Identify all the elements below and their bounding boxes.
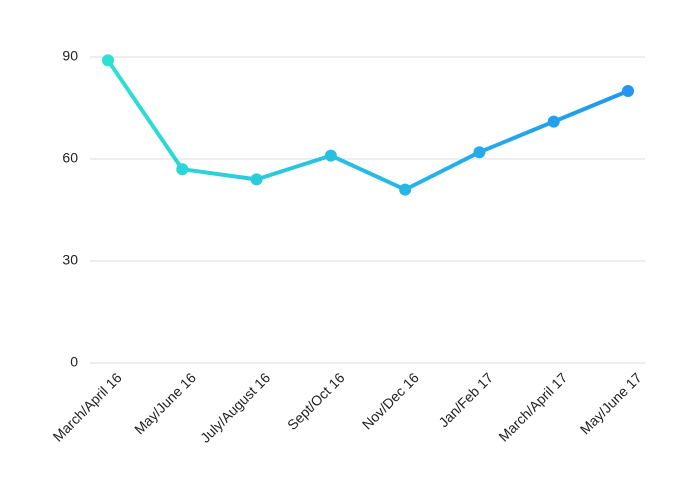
point — [250, 173, 263, 186]
point — [547, 115, 560, 128]
line — [106, 59, 629, 192]
y-tick-label: 90 — [62, 48, 78, 64]
x-tick-label: May/June 17 — [577, 369, 645, 437]
x-tick-label: March/April 17 — [495, 369, 570, 444]
x-tick-label: May/June 16 — [131, 369, 199, 437]
point — [324, 149, 337, 162]
point — [102, 54, 114, 67]
x-tick-label: Jan/Feb 17 — [435, 369, 496, 430]
y-tick-label: 0 — [70, 354, 78, 370]
y-tick-label: 30 — [62, 252, 78, 268]
x-tick-label: Nov/Dec 16 — [359, 369, 422, 432]
point — [399, 183, 412, 196]
x-tick-label: Sept/Oct 16 — [284, 369, 348, 433]
point — [473, 146, 486, 159]
y-tick-label: 60 — [62, 150, 78, 166]
x-tick-label: July/August 16 — [197, 369, 273, 445]
x-tick-label: March/April 16 — [50, 369, 125, 444]
point — [176, 163, 189, 176]
point — [622, 85, 634, 97]
